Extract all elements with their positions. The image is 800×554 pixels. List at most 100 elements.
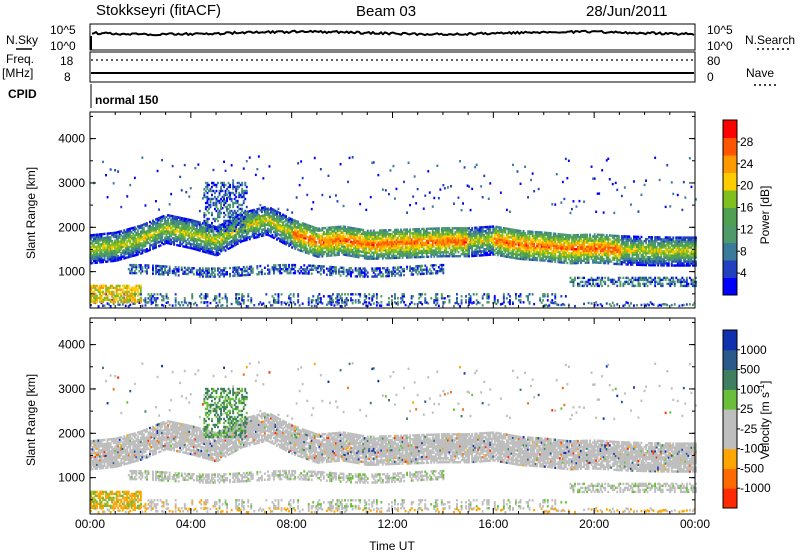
power-cell (130, 249, 133, 252)
power-cell (100, 249, 103, 252)
power-cell (105, 252, 108, 255)
power-cell (96, 239, 98, 242)
power-cell (524, 165, 527, 168)
power-cell (307, 297, 310, 300)
power-cell (487, 197, 490, 200)
power-cell (460, 295, 463, 298)
power-cell (117, 170, 120, 173)
power-cell (141, 224, 144, 227)
power-cell (103, 250, 106, 254)
power-cell (152, 235, 154, 238)
power-cell (263, 304, 266, 308)
power-cell (156, 219, 159, 222)
power-cell (129, 231, 132, 234)
power-cell (505, 297, 508, 300)
power-cell (109, 258, 112, 261)
power-cell (152, 295, 154, 298)
power-cell (139, 232, 142, 235)
power-cell (123, 233, 126, 236)
power-cell (209, 301, 212, 305)
power-cell (409, 203, 412, 207)
power-cell (139, 293, 142, 296)
power-cell (129, 253, 132, 256)
power-cell (138, 244, 141, 248)
power-cell (120, 242, 123, 245)
power-cell (93, 239, 95, 243)
freq-frame (89, 51, 696, 83)
power-cell (162, 299, 165, 302)
power-cell (259, 301, 262, 304)
power-cell (135, 231, 138, 235)
power-cell (279, 212, 282, 215)
power-cell (392, 164, 395, 168)
power-cell (118, 246, 121, 249)
power-cell (167, 236, 170, 239)
power-cell (149, 242, 151, 246)
power-cell (319, 273, 322, 276)
power-cell (333, 304, 336, 307)
power-cell (149, 220, 151, 224)
power-cell (130, 251, 133, 254)
freq-unit: [MHz] (2, 66, 33, 80)
power-cell (158, 224, 161, 228)
power-cell (106, 234, 109, 237)
power-cell (406, 211, 409, 214)
power-cell (259, 203, 262, 207)
power-cell (336, 200, 339, 203)
power-cell (94, 257, 97, 260)
power-cell (121, 245, 124, 248)
power-cell (206, 304, 209, 307)
power-cell (94, 237, 97, 241)
power-cell (161, 217, 164, 221)
nsky-panel: N.Sky 10^5 10^0 10^5 10^0 N.Search (6, 23, 795, 53)
power-cell (161, 237, 164, 240)
power-cell (303, 264, 306, 267)
power-cell (103, 244, 106, 248)
power-cell (103, 236, 106, 240)
power-cell (448, 295, 451, 298)
power-cell (124, 234, 127, 238)
power-cell (155, 244, 157, 247)
power-cell (100, 245, 103, 248)
power-cell (136, 235, 139, 238)
power-cell (153, 293, 156, 296)
power-cell (161, 219, 164, 223)
power-cell (102, 238, 105, 242)
power-cell (156, 221, 159, 224)
power-cell (114, 239, 117, 242)
power-cell (344, 225, 347, 229)
power-cell (117, 250, 120, 254)
power-cell (257, 155, 260, 158)
power-cell (413, 302, 416, 306)
power-cell (108, 242, 111, 245)
power-cell (97, 239, 100, 242)
power-cell (295, 196, 298, 199)
power-cell (129, 237, 132, 240)
power-cell (94, 235, 97, 239)
power-cell (312, 201, 315, 204)
power-cell (133, 269, 136, 273)
power-cell (366, 275, 369, 278)
power-cell (159, 230, 162, 233)
power-cell (102, 254, 105, 258)
power-cell (164, 218, 167, 221)
power-cell (286, 301, 289, 304)
power-cell (260, 268, 263, 272)
power-cell (149, 224, 151, 228)
power-cell (289, 297, 292, 300)
power-cell (127, 245, 130, 249)
power-cell (197, 163, 200, 166)
power-cell (106, 256, 109, 259)
power-cell (431, 272, 434, 275)
power-cell (121, 239, 124, 242)
power-cell (156, 241, 159, 244)
power-cell (102, 242, 105, 246)
power-cell (149, 232, 151, 236)
power-cell (410, 301, 413, 304)
power-cell (135, 265, 138, 269)
power-cell (354, 267, 357, 270)
power-cell (132, 263, 135, 267)
power-cell (108, 238, 111, 241)
power-cell (141, 232, 144, 235)
power-cell (118, 250, 121, 253)
